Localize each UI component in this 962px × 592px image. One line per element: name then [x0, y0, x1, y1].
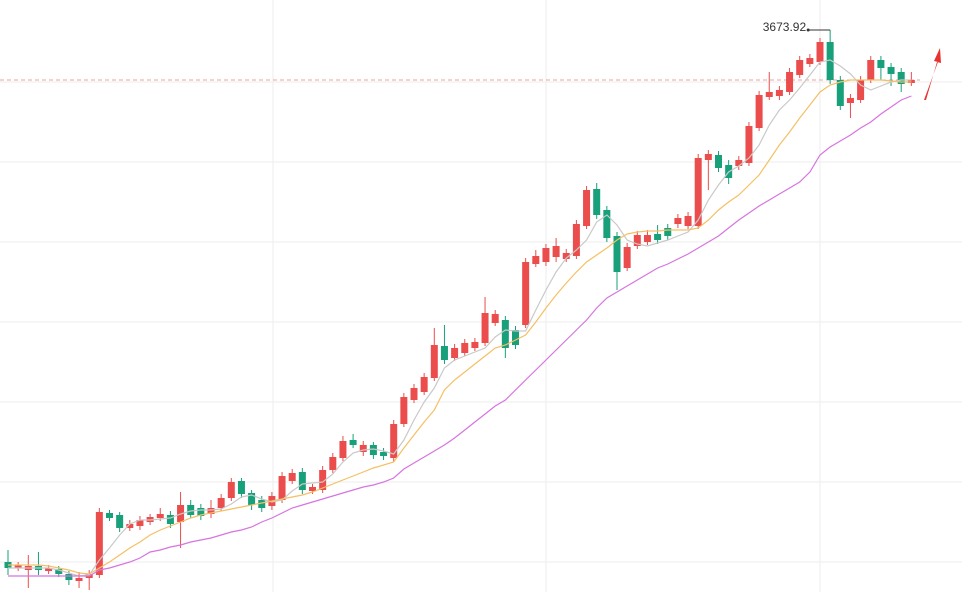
candle-body [339, 441, 347, 458]
candle-body [116, 515, 124, 528]
max-annotation: 3673.92 [763, 20, 807, 34]
candle-body [633, 235, 641, 246]
candle-body [806, 58, 814, 64]
candle-body [288, 473, 296, 481]
candle-body [796, 60, 804, 75]
candle-body [258, 500, 266, 508]
candle-body [319, 470, 327, 490]
candle-body [735, 160, 743, 166]
candle-body [826, 42, 834, 80]
candle-body [887, 67, 895, 74]
candle-body [532, 256, 540, 264]
candle-body [329, 457, 337, 470]
candle-body [877, 60, 885, 68]
plot: 3673.92 [0, 20, 962, 590]
trend-arrow [924, 48, 941, 100]
candle-body [704, 154, 712, 160]
candle-body [481, 313, 489, 343]
candle-body [278, 476, 286, 500]
candle-body [765, 92, 773, 97]
candle-body [369, 445, 377, 455]
candle-body [390, 424, 398, 458]
candle-body [136, 520, 144, 526]
candle-body [126, 524, 134, 528]
candle-body [643, 235, 651, 242]
candle-body [65, 574, 73, 580]
candle-body [14, 565, 22, 568]
candle-body [572, 224, 580, 256]
candle-body [309, 487, 316, 491]
candle-body [359, 445, 367, 452]
candle-body [786, 72, 794, 92]
candle-body [745, 126, 753, 163]
candle-body [613, 236, 621, 272]
candle-body [715, 155, 722, 168]
candle-body [897, 72, 905, 84]
candle-body [95, 512, 103, 575]
candle-body [857, 80, 865, 100]
moving-average [8, 95, 912, 577]
candle-body [248, 493, 256, 505]
candle-body [623, 247, 631, 268]
candle-body [583, 190, 591, 226]
candle-body [522, 262, 530, 325]
candle-body [197, 508, 205, 516]
candle-body [380, 452, 388, 456]
candle-body [237, 481, 245, 494]
candle-body [664, 228, 672, 236]
candle-body [166, 515, 174, 524]
candle-body [491, 314, 499, 323]
candle-body [501, 320, 509, 348]
candle-body [227, 482, 235, 498]
candle-body [451, 348, 459, 358]
moving-average [8, 59, 912, 577]
moving-average [8, 79, 912, 575]
annotation-dot [806, 28, 810, 32]
candle-body [867, 60, 875, 80]
candle-body [106, 513, 113, 518]
candle-body [420, 377, 428, 392]
candle-body [400, 397, 408, 424]
candle-body [836, 80, 844, 106]
candle-body [562, 253, 570, 259]
candle-body [552, 246, 560, 257]
candle-body [75, 578, 83, 581]
candle-body [410, 388, 418, 400]
candle-body [654, 234, 662, 240]
candle-body [603, 210, 611, 238]
candle-body [775, 90, 783, 96]
candle-body [217, 498, 225, 508]
candle-body [156, 514, 164, 518]
candle-body [440, 346, 448, 360]
candle-body [187, 505, 195, 515]
candle-body [461, 343, 469, 353]
candle-body [45, 568, 53, 571]
candle-body [471, 342, 479, 348]
candle-body [207, 508, 215, 514]
candle-body [55, 569, 63, 574]
candle-body [755, 95, 763, 128]
candle-body [593, 189, 601, 215]
candle-body [674, 218, 682, 224]
candle-body [349, 440, 357, 445]
candle-body [298, 472, 306, 490]
candle-body [816, 42, 824, 62]
candle-body [512, 330, 519, 345]
candle-body [694, 158, 702, 226]
candle-body [430, 345, 438, 378]
candle-body [684, 216, 692, 226]
candle-body [542, 248, 550, 262]
candle-body [846, 98, 854, 103]
